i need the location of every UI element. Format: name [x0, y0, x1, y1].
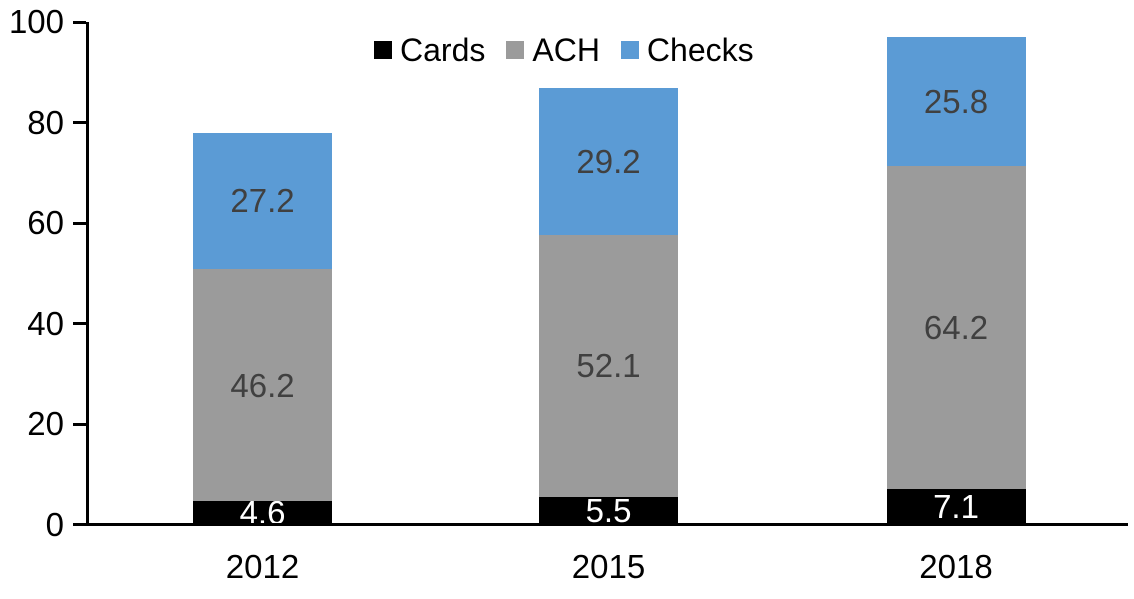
y-tick-mark — [73, 422, 86, 426]
bar-segment-ach-2012: 46.2 — [193, 269, 332, 502]
ach-swatch-icon — [506, 41, 525, 59]
bar-segment-cards-2018: 7.1 — [886, 488, 1026, 526]
legend-item-ach: ACH — [506, 31, 600, 69]
value-label: 7.1 — [933, 488, 979, 526]
y-tick-label: 40 — [27, 304, 64, 342]
y-tick-mark — [73, 322, 86, 325]
x-axis-line — [86, 523, 1128, 526]
y-tick-label: 80 — [27, 103, 64, 141]
legend-label-ach: ACH — [532, 32, 600, 68]
y-tick-label: 0 — [45, 505, 64, 543]
value-label: 64.2 — [923, 309, 989, 346]
checks-swatch-icon — [620, 41, 639, 59]
bar-segment-ach-2015: 52.1 — [539, 235, 678, 497]
bar-segment-cards-2012: 4.6 — [193, 496, 332, 529]
y-tick-mark — [73, 20, 86, 24]
value-label: 52.1 — [576, 347, 641, 385]
cards-swatch-icon — [374, 41, 392, 59]
y-tick-label: 100 — [8, 3, 64, 40]
legend-label-cards: Cards — [400, 32, 486, 68]
y-axis-line — [86, 22, 89, 525]
y-tick-mark — [73, 121, 86, 124]
legend-item-checks: Checks — [620, 31, 754, 69]
y-tick-mark — [73, 523, 86, 526]
legend-label-checks: Checks — [646, 32, 754, 68]
legend-item-cards: Cards — [374, 31, 485, 69]
x-axis-label-2015: 2015 — [571, 548, 646, 585]
value-label: 5.5 — [585, 492, 632, 530]
y-tick-label: 20 — [27, 405, 64, 442]
bar-segment-cards-2015: 5.5 — [539, 492, 678, 530]
y-tick-mark — [73, 221, 86, 225]
x-axis-label-2018: 2018 — [919, 548, 993, 585]
x-axis-label-2012: 2012 — [225, 548, 300, 585]
y-tick-label: 60 — [27, 204, 64, 241]
value-label: 27.2 — [230, 182, 295, 220]
value-label: 25.8 — [923, 82, 989, 120]
legend: Cards ACH Checks — [374, 31, 754, 69]
value-label: 46.2 — [230, 366, 295, 404]
bar-segment-checks-2012: 27.2 — [193, 132, 332, 270]
bar-segment-ach-2018: 64.2 — [886, 166, 1026, 489]
bar-segment-checks-2018: 25.8 — [886, 36, 1026, 167]
value-label: 29.2 — [576, 143, 641, 181]
bar-segment-checks-2015: 29.2 — [539, 88, 678, 236]
